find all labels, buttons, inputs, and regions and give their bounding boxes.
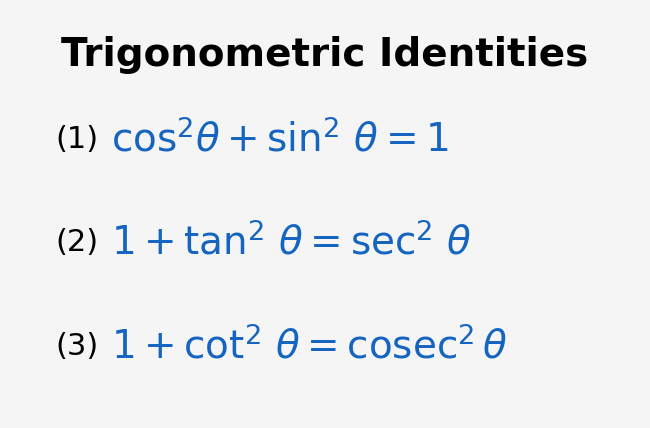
Text: (3): (3) [55, 332, 98, 361]
Text: Trigonometric Identities: Trigonometric Identities [61, 36, 589, 74]
Text: (1): (1) [55, 125, 98, 154]
Text: $\cos^2\!\theta + \sin^2\,\theta = 1$: $\cos^2\!\theta + \sin^2\,\theta = 1$ [111, 119, 448, 159]
Text: $1 + \cot^2\,\theta = \mathrm{cosec}^2\,\theta$: $1 + \cot^2\,\theta = \mathrm{cosec}^2\,… [111, 327, 507, 366]
Text: (2): (2) [55, 229, 98, 258]
Text: $1 + \tan^2\,\theta = \sec^2\,\theta$: $1 + \tan^2\,\theta = \sec^2\,\theta$ [111, 223, 471, 263]
